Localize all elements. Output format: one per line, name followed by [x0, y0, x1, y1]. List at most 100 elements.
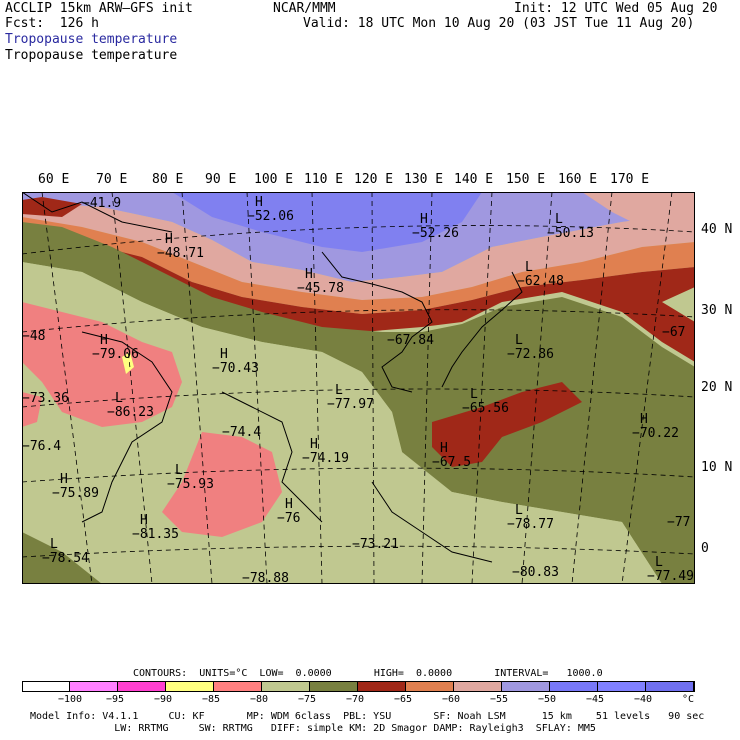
- longitude-label: 170 E: [610, 172, 650, 187]
- latitude-label: 0: [701, 541, 709, 556]
- longitude-label: 120 E: [354, 172, 394, 187]
- colorbar-label: −60: [442, 694, 461, 705]
- latitude-label: 40 N: [701, 222, 733, 237]
- colorbar-label: −65: [394, 694, 413, 705]
- pressure-marker: H: [255, 195, 263, 210]
- colorbar-label: −55: [490, 694, 509, 705]
- longitude-label: 110 E: [304, 172, 344, 187]
- colorbar-swatch: [550, 681, 598, 692]
- temperature-value: −70.43: [212, 361, 259, 376]
- temperature-value: −73.21: [352, 537, 399, 552]
- temperature-value: −74.19: [302, 451, 349, 466]
- colorbar-label: −95: [106, 694, 125, 705]
- organization: NCAR/MMM: [273, 1, 336, 16]
- model-info-line2: LW: RRTMG SW: RRTMG DIFF: simple KM: 2D …: [30, 723, 596, 734]
- pressure-marker: H: [640, 412, 648, 427]
- forecast-hour: Fcst: 126 h: [5, 16, 99, 31]
- colorbar-swatch: [70, 681, 118, 692]
- colorbar-label: −70: [346, 694, 365, 705]
- temperature-value: −78.77: [507, 517, 554, 532]
- colorbar-swatch: [118, 681, 166, 692]
- field-title-blue: Tropopause temperature: [5, 32, 178, 47]
- pressure-marker: H: [305, 267, 313, 282]
- temperature-value: −75.89: [52, 486, 99, 501]
- temperature-value: −48: [22, 329, 45, 344]
- colorbar: [22, 681, 694, 692]
- field-title-black: Tropopause temperature: [5, 48, 178, 63]
- colorbar-label: °C: [682, 694, 695, 705]
- temperature-value: −67.84: [387, 333, 434, 348]
- temperature-value: −48.71: [157, 246, 204, 261]
- pressure-marker: H: [420, 212, 428, 227]
- pressure-marker: L: [555, 212, 563, 227]
- colorbar-swatch: [646, 681, 694, 692]
- colorbar-swatch: [310, 681, 358, 692]
- colorbar-label: −100: [58, 694, 83, 705]
- colorbar-label: −50: [538, 694, 557, 705]
- longitude-label: 60 E: [38, 172, 70, 187]
- temperature-value: −78.54: [42, 551, 89, 566]
- model-info-line1: Model Info: V4.1.1 CU: KF MP: WDM 6class…: [30, 711, 705, 722]
- pressure-marker: L: [655, 555, 663, 570]
- colorbar-swatch: [358, 681, 406, 692]
- temperature-value: −52.26: [412, 226, 459, 241]
- temperature-value: −72.86: [507, 347, 554, 362]
- temperature-value: −70.22: [632, 426, 679, 441]
- colorbar-swatch: [598, 681, 646, 692]
- valid-time: Valid: 18 UTC Mon 10 Aug 20 (03 JST Tue …: [303, 16, 695, 31]
- temperature-value: −78.88: [242, 571, 289, 584]
- longitude-label: 130 E: [404, 172, 444, 187]
- temperature-value: −74.4: [222, 425, 261, 440]
- temperature-value: −45.78: [297, 281, 344, 296]
- pressure-marker: H: [165, 232, 173, 247]
- pressure-marker: L: [115, 391, 123, 406]
- temperature-value: −80.83: [512, 565, 559, 580]
- temperature-value: −67: [662, 325, 685, 340]
- pressure-marker: L: [335, 383, 343, 398]
- temperature-value: −86.23: [107, 405, 154, 420]
- temperature-value: −67.5: [432, 455, 471, 470]
- colorbar-swatch: [454, 681, 502, 692]
- temperature-value: −81.35: [132, 527, 179, 542]
- longitude-label: 70 E: [96, 172, 128, 187]
- init-time: Init: 12 UTC Wed 05 Aug 20: [514, 1, 718, 16]
- pressure-marker: H: [310, 437, 318, 452]
- colorbar-label: −45: [586, 694, 605, 705]
- latitude-label: 20 N: [701, 380, 733, 395]
- pressure-marker: H: [285, 497, 293, 512]
- pressure-marker: L: [175, 463, 183, 478]
- pressure-marker: H: [140, 513, 148, 528]
- colorbar-swatch: [406, 681, 454, 692]
- model-title: ACCLIP 15km ARW–GFS init: [5, 1, 193, 16]
- pressure-marker: H: [100, 333, 108, 348]
- temperature-value: −65.56: [462, 401, 509, 416]
- temperature-value: −50.13: [547, 226, 594, 241]
- contours-info: CONTOURS: UNITS=°C LOW= 0.0000 HIGH= 0.0…: [133, 668, 603, 679]
- pressure-marker: L: [515, 333, 523, 348]
- colorbar-label: −80: [250, 694, 269, 705]
- temperature-value: −76.4: [22, 439, 61, 454]
- colorbar-swatch: [502, 681, 550, 692]
- temperature-value: −41.9: [82, 196, 121, 211]
- temperature-value: −77.49: [647, 569, 694, 584]
- pressure-marker: L: [50, 537, 58, 552]
- colorbar-label: −90: [154, 694, 173, 705]
- pressure-marker: H: [440, 441, 448, 456]
- pressure-marker: H: [60, 472, 68, 487]
- latitude-label: 30 N: [701, 303, 733, 318]
- latitude-label: 10 N: [701, 460, 733, 475]
- pressure-marker: H: [220, 347, 228, 362]
- pressure-marker: L: [515, 503, 523, 518]
- temperature-value: −77: [667, 515, 690, 530]
- pressure-marker: L: [525, 260, 533, 275]
- temperature-value: −73.36: [22, 391, 69, 406]
- temperature-value: −79.06: [92, 347, 139, 362]
- temperature-value: −75.93: [167, 477, 214, 492]
- colorbar-swatch: [262, 681, 310, 692]
- longitude-label: 80 E: [152, 172, 184, 187]
- temperature-value: −62.48: [517, 274, 564, 289]
- temperature-value: −77.97: [327, 397, 374, 412]
- temperature-value: −76: [277, 511, 300, 526]
- colorbar-label: −75: [298, 694, 317, 705]
- longitude-label: 100 E: [254, 172, 294, 187]
